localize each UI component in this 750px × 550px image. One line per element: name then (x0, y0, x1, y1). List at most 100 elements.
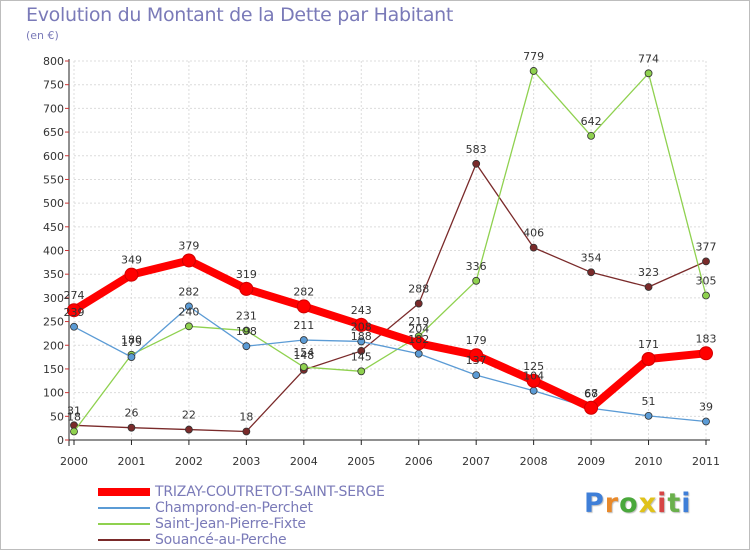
data-label: 18 (67, 410, 81, 423)
series-line-0 (70, 256, 710, 412)
y-tick-label: 700 (43, 102, 64, 115)
logo-letter: x (638, 488, 658, 519)
data-label: 349 (121, 254, 142, 267)
data-label: 305 (696, 275, 717, 288)
y-tick-label: 600 (43, 150, 64, 163)
y-tick-label: 500 (43, 197, 64, 210)
y-tick-label: 0 (57, 434, 64, 447)
data-point (699, 346, 713, 361)
data-point (529, 386, 538, 395)
legend-swatch (98, 539, 150, 541)
data-point (702, 417, 710, 426)
data-point (185, 425, 193, 434)
data-point (124, 267, 139, 282)
x-tick-label: 2004 (290, 455, 318, 468)
data-label: 274 (64, 289, 85, 302)
data-label: 642 (581, 115, 602, 128)
series-line-2 (73, 70, 707, 433)
x-tick-label: 2009 (577, 455, 605, 468)
y-tick-label: 200 (43, 339, 64, 352)
data-label: 354 (581, 251, 602, 264)
data-label: 583 (466, 143, 487, 156)
legend-label: TRIZAY-COUTRETOT-SAINT-SERGE (155, 484, 385, 500)
data-label: 22 (182, 409, 196, 422)
data-label: 243 (351, 304, 372, 317)
data-label: 198 (236, 325, 257, 338)
data-point (67, 303, 81, 318)
y-tick-label: 150 (43, 363, 64, 376)
data-point (414, 349, 423, 358)
data-label: 18 (239, 410, 253, 423)
line-chart: 0 50 100 150 200 250 300 350 400 450 500 550 600 650 7… (43, 50, 720, 468)
data-label: 179 (466, 334, 487, 347)
data-label: 282 (178, 285, 199, 298)
y-tick-label: 750 (43, 79, 64, 92)
data-point (185, 322, 193, 331)
data-point (587, 268, 595, 277)
data-point (472, 276, 481, 285)
data-point (411, 336, 426, 351)
data-label: 125 (523, 360, 544, 373)
y-tick-label: 300 (43, 292, 64, 305)
y-tick-label: 650 (43, 126, 64, 139)
data-point (242, 342, 251, 351)
data-point (469, 348, 484, 363)
data-point (357, 337, 366, 346)
data-point (127, 353, 136, 361)
y-tick-label: 400 (43, 245, 64, 258)
data-label: 175 (121, 336, 142, 349)
data-point (181, 253, 196, 268)
data-point (299, 336, 308, 344)
data-label: 39 (699, 401, 713, 414)
y-tick-label: 550 (43, 173, 64, 186)
data-point (299, 363, 308, 371)
data-point (242, 427, 251, 436)
data-label: 154 (293, 346, 314, 359)
proxiti-logo: Proxiti (584, 488, 692, 519)
data-label: 180 (121, 334, 142, 347)
legend-label: Champrond-en-Perchet (155, 500, 313, 516)
data-point (472, 371, 481, 379)
data-label: 68 (584, 387, 598, 400)
data-label: 336 (466, 260, 487, 273)
logo-letter: i (681, 488, 692, 519)
data-label: 288 (408, 283, 429, 296)
logo-letter: r (604, 488, 620, 519)
data-label: 67 (584, 387, 598, 400)
series-line-3 (73, 163, 707, 433)
data-label: 406 (523, 227, 544, 240)
x-tick-label: 2006 (405, 455, 433, 468)
data-point (529, 67, 538, 75)
data-point (357, 367, 366, 376)
x-tick-label: 2011 (692, 455, 720, 468)
legend-label: Souancé-au-Perche (155, 532, 287, 548)
data-label: 31 (67, 404, 81, 417)
data-point (587, 131, 595, 140)
data-label: 774 (638, 52, 659, 65)
x-tick-label: 2001 (117, 455, 145, 468)
legend-swatch (98, 488, 150, 496)
data-label: 239 (64, 306, 85, 319)
data-label: 137 (466, 354, 487, 367)
legend-swatch (98, 523, 150, 525)
data-label: 319 (236, 268, 257, 281)
data-point (296, 299, 311, 314)
logo-letter: P (584, 488, 605, 519)
y-tick-label: 250 (43, 316, 64, 329)
data-label: 779 (523, 50, 544, 63)
y-tick-label: 450 (43, 221, 64, 234)
data-label: 379 (178, 239, 199, 252)
data-point (242, 326, 251, 335)
chart-title: Evolution du Montant de la Dette par Hab… (26, 4, 454, 26)
logo-letter: o (619, 488, 639, 519)
data-point (529, 243, 538, 252)
data-point (239, 281, 254, 296)
legend-swatch (98, 507, 150, 509)
data-point (526, 373, 541, 388)
x-tick-label: 2003 (232, 455, 260, 468)
legend-label: Saint-Jean-Pierre-Fixte (155, 516, 306, 532)
data-point (414, 299, 423, 308)
data-label: 204 (408, 322, 429, 335)
data-point (644, 283, 653, 291)
data-label: 148 (293, 349, 314, 362)
